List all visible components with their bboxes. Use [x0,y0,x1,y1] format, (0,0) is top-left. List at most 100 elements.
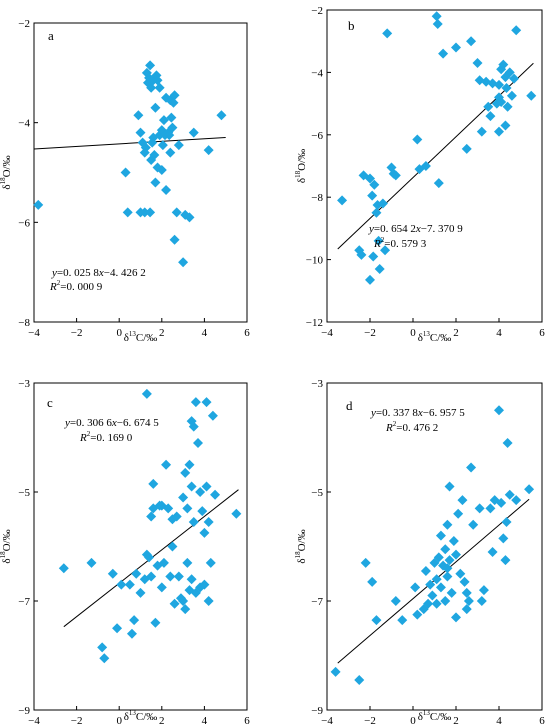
x-tick-label: 4 [202,715,208,724]
data-point [154,82,165,93]
data-point [367,190,378,201]
data-point [186,416,197,427]
data-point [199,527,210,538]
data-point [435,530,446,541]
data-point [169,234,180,245]
y-tick-label: −9 [18,705,30,717]
data-point [425,579,436,590]
data-point [423,598,434,609]
data-point [58,563,69,574]
data-point [472,58,483,69]
x-tick-label: 6 [539,327,545,339]
data-point [161,184,172,195]
y-tick-label: −5 [311,487,323,499]
data-point [231,508,242,519]
data-point [377,198,388,209]
data-point [126,628,137,639]
data-point [412,609,423,620]
data-point [504,489,515,500]
data-point [120,167,131,178]
data-point [116,579,127,590]
data-point [201,481,212,492]
data-point [168,97,179,108]
x-axis-label: δ13C/‰ [418,709,452,723]
data-point [390,596,401,606]
data-point [135,587,146,598]
data-point [193,437,204,448]
data-point [150,102,161,113]
data-point [167,541,178,552]
y-tick-label: −2 [18,18,30,30]
y-tick-label: −4 [311,67,323,79]
data-point [468,519,479,530]
data-point [203,596,214,606]
data-point [511,495,522,506]
data-point [412,134,423,145]
y-axis-label: δ18O/‰ [294,149,308,183]
data-point [457,495,468,506]
data-point [461,587,472,598]
data-point [496,497,507,508]
data-point [124,579,135,590]
data-point [169,90,180,101]
data-point [163,503,174,514]
data-point [129,615,140,626]
data-point [165,147,176,158]
data-point [433,178,444,189]
data-point [365,274,375,285]
y-tick-label: −6 [18,217,30,229]
y-tick-label: −9 [311,705,323,717]
data-point [431,598,442,609]
y-axis-label: δ18O/‰ [0,155,13,189]
data-point [133,110,144,121]
data-point [494,126,504,137]
data-point [427,590,438,601]
data-point [180,467,191,478]
data-point [474,503,485,514]
data-point [140,142,151,153]
data-point [368,251,379,262]
data-point [146,571,157,582]
data-point [444,555,455,566]
data-point [459,576,470,587]
x-tick-label: 4 [496,327,502,339]
data-point [184,459,195,470]
panel-letter: b [348,18,355,33]
x-tick-label: 6 [244,715,250,724]
data-point [145,207,156,218]
regression-line [337,62,534,250]
data-point [167,122,178,133]
data-point [195,487,206,497]
data-point [210,489,221,500]
y-tick-label: −4 [18,118,30,130]
data-point [440,596,451,606]
data-point [199,579,210,590]
r-squared-value: R2=0. 476 2 [385,420,438,434]
y-tick-label: −8 [18,317,30,329]
data-point [446,587,457,598]
panel-letter: d [346,398,353,413]
y-tick-label: −8 [311,192,323,204]
data-point [478,585,489,596]
y-axis-label: δ18O/‰ [0,529,13,563]
data-point [201,397,212,408]
data-point [435,582,446,593]
data-point [476,596,487,606]
y-tick-label: −3 [311,378,323,390]
data-point [165,571,176,582]
y-tick-label: −6 [311,130,323,142]
data-point [207,410,218,421]
data-point [166,112,177,123]
x-tick-label: 0 [410,327,416,339]
data-point [135,207,146,218]
x-tick-label: 2 [453,327,459,339]
data-point [146,155,157,166]
data-point [158,557,169,568]
x-tick-label: −2 [71,327,83,339]
data-point [442,519,453,530]
data-point [197,506,208,517]
panel-a: −4 −2 0 2 4 6 −8 −6 −4 −2 a y=0. 025 8x−4. 426 2R2=… [0,18,250,344]
x-tick-label: 6 [244,327,250,339]
x-tick-label: 4 [496,715,502,724]
x-tick-label: 2 [159,715,165,724]
